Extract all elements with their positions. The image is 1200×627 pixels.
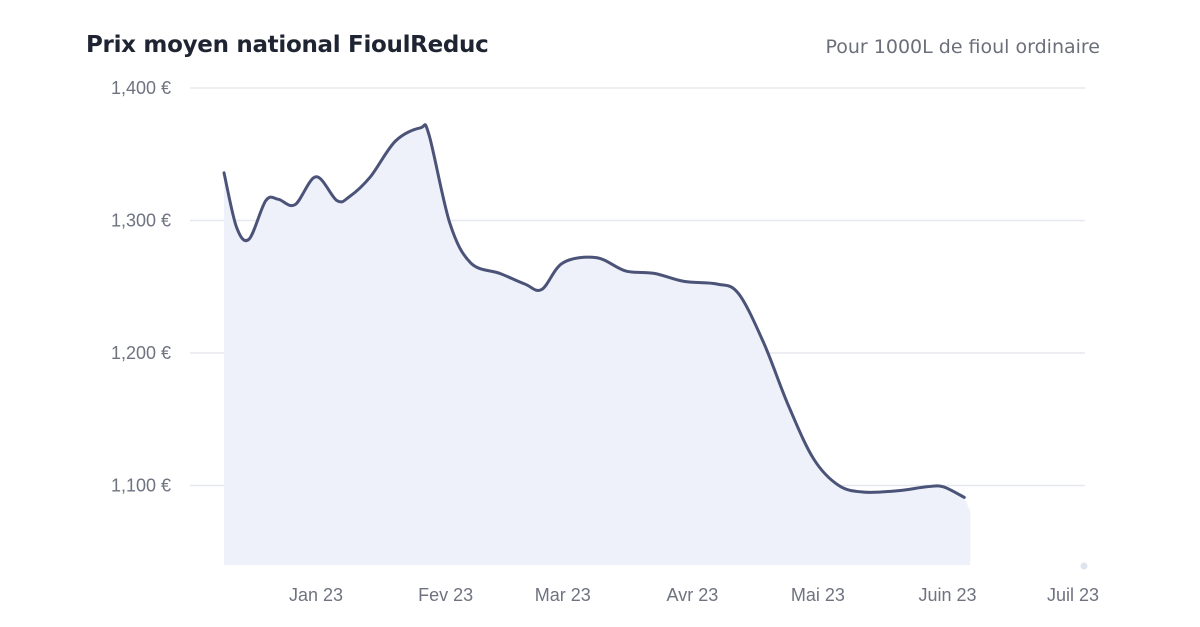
x-tick-label: Mar 23 [535,585,591,605]
y-tick-label: 1,100 € [111,476,171,496]
series-line [222,123,966,499]
chart-subtitle: Pour 1000L de fioul ordinaire [825,36,1100,58]
x-tick-label: Juin 23 [919,585,977,605]
y-tick-label: 1,400 € [111,78,171,98]
axis-end-dot [1080,562,1088,570]
series-area [224,124,971,565]
x-tick-label: Juil 23 [1047,585,1099,605]
x-tick-label: Mai 23 [791,585,845,605]
x-axis: Jan 23 Fev 23 Mar 23 Avr 23 Mai 23 Juin 23 Jui… [289,585,1099,605]
x-tick-label: Jan 23 [289,585,343,605]
x-tick-label: Avr 23 [667,585,719,605]
x-tick-label: Fev 23 [418,585,473,605]
y-axis: 1,100 € 1,200 € 1,300 € 1,400 € [111,78,171,496]
y-tick-label: 1,200 € [111,343,171,363]
chart-title: Prix moyen national FioulReduc [86,32,489,58]
y-tick-label: 1,300 € [111,211,171,231]
